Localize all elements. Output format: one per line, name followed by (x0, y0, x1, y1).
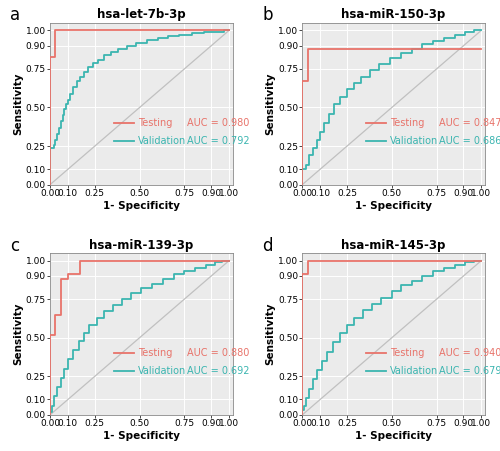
Text: AUC = 0.880: AUC = 0.880 (187, 348, 250, 358)
Text: a: a (10, 6, 20, 24)
Text: Validation: Validation (138, 136, 186, 146)
X-axis label: 1- Specificity: 1- Specificity (103, 431, 180, 441)
Y-axis label: Sensitivity: Sensitivity (265, 303, 275, 365)
Text: Validation: Validation (390, 136, 438, 146)
Y-axis label: Sensitivity: Sensitivity (13, 72, 23, 135)
Title: hsa-miR-145-3p: hsa-miR-145-3p (342, 239, 446, 252)
Text: b: b (262, 6, 272, 24)
Text: AUC = 0.679: AUC = 0.679 (440, 366, 500, 376)
Title: hsa-miR-150-3p: hsa-miR-150-3p (342, 9, 446, 21)
X-axis label: 1- Specificity: 1- Specificity (103, 201, 180, 211)
X-axis label: 1- Specificity: 1- Specificity (355, 431, 432, 441)
Text: AUC = 0.980: AUC = 0.980 (187, 118, 250, 128)
Text: Validation: Validation (138, 366, 186, 376)
Text: Validation: Validation (390, 366, 438, 376)
Text: d: d (262, 237, 272, 254)
Y-axis label: Sensitivity: Sensitivity (13, 303, 23, 365)
Title: hsa-miR-139-3p: hsa-miR-139-3p (90, 239, 194, 252)
Text: Testing: Testing (390, 348, 424, 358)
X-axis label: 1- Specificity: 1- Specificity (355, 201, 432, 211)
Text: AUC = 0.792: AUC = 0.792 (187, 136, 250, 146)
Text: AUC = 0.940: AUC = 0.940 (440, 348, 500, 358)
Title: hsa-let-7b-3p: hsa-let-7b-3p (97, 9, 186, 21)
Text: Testing: Testing (390, 118, 424, 128)
Text: Testing: Testing (138, 348, 172, 358)
Text: c: c (10, 237, 19, 254)
Text: AUC = 0.692: AUC = 0.692 (187, 366, 250, 376)
Text: AUC = 0.686: AUC = 0.686 (440, 136, 500, 146)
Text: Testing: Testing (138, 118, 172, 128)
Text: AUC = 0.847: AUC = 0.847 (440, 118, 500, 128)
Y-axis label: Sensitivity: Sensitivity (265, 72, 275, 135)
